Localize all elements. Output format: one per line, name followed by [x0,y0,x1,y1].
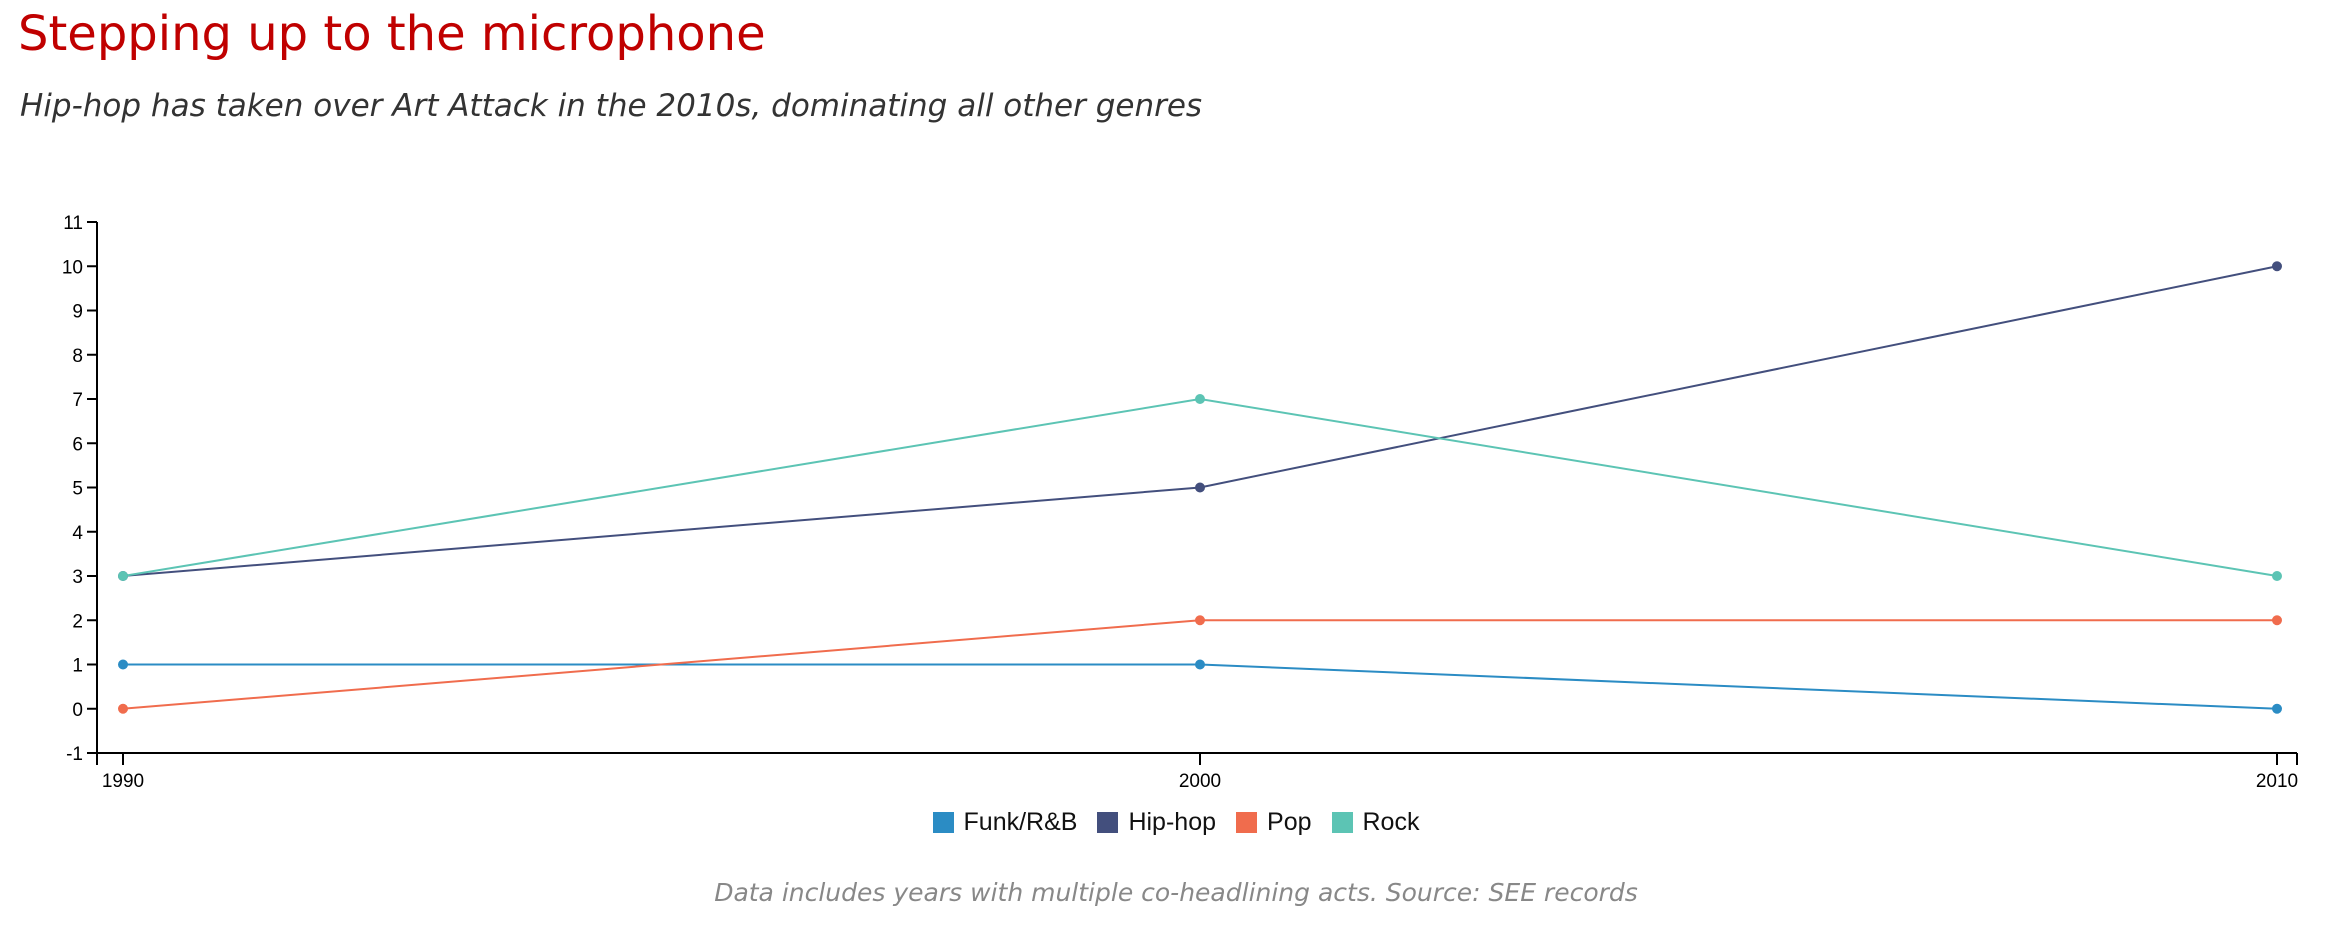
legend-swatch [932,812,954,833]
series-line-funk-r-b [123,663,2278,710]
legend-item-funk-r-b: Funk/R&B [932,808,1078,837]
data-point-hip-hop [2272,261,2282,272]
data-point-pop [2272,615,2282,626]
legend-label: Rock [1362,808,1420,836]
chart-legend: Funk/R&B Hip-hop Pop Rock [0,808,2352,837]
series-line-hip-hop [122,265,2278,577]
y-tick-label: 8 [72,346,83,367]
legend-swatch [1097,812,1119,833]
data-point-funk-r-b [2272,703,2282,714]
chart-footnote: Data includes years with multiple co-hea… [714,878,1638,907]
y-tick-label: 0 [72,700,83,721]
y-tick-label: 7 [72,390,83,411]
legend-swatch [1236,812,1258,833]
series-points [118,261,2282,714]
line-chart: -1 0 1 2 3 4 5 6 7 8 9 10 11 1990 2000 2010 [62,213,2298,792]
y-tick-label: 1 [72,656,83,677]
legend-swatch [1331,812,1353,833]
data-point-funk-r-b [1195,659,1205,670]
legend-label: Pop [1267,808,1312,836]
y-tick-label: 6 [72,434,83,455]
data-point-rock [118,571,128,581]
chart-subtitle: Hip-hop has taken over Art Attack in the… [20,88,1203,124]
legend-item-hip-hop: Hip-hop [1097,808,1216,837]
x-tick-label: 1990 [102,771,144,792]
y-tick-label: 9 [72,302,83,323]
data-point-rock [1195,394,1205,404]
chart-title: Stepping up to the microphone [18,6,766,62]
legend-label: Funk/R&B [963,808,1078,836]
data-point-funk-r-b [118,659,128,670]
data-point-pop [1195,615,1205,626]
y-tick-label: 11 [63,213,83,234]
data-point-pop [118,703,128,714]
y-tick-label: 10 [62,257,83,278]
legend-item-rock: Rock [1331,808,1420,837]
y-tick-label: 4 [72,523,83,544]
y-tick-label: 3 [72,567,83,588]
legend-label: Hip-hop [1128,808,1217,836]
y-tick-label: 2 [72,611,83,632]
x-tick-label: 2010 [2256,771,2298,792]
legend-item-pop: Pop [1236,808,1312,837]
y-tick-label: 5 [72,479,83,500]
data-point-hip-hop [1195,482,1205,493]
y-tick-label: -1 [66,744,83,765]
chart-axes: -1 0 1 2 3 4 5 6 7 8 9 10 11 1990 2000 2010 [62,213,2298,792]
x-tick-label: 2000 [1179,771,1221,792]
data-point-rock [2272,571,2282,581]
